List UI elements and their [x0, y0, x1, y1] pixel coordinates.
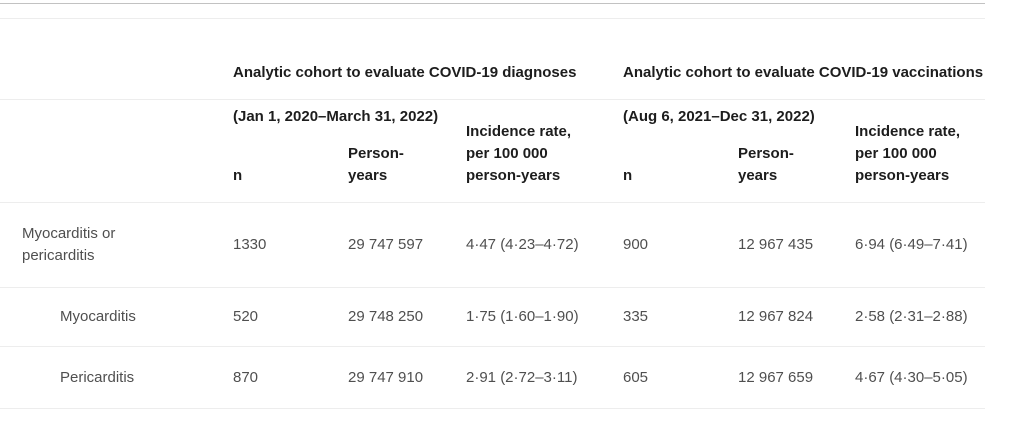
row-label-cell: Myocarditis [0, 306, 233, 328]
header-person-years-vaccinations: Person- years [738, 145, 794, 184]
cell-person-years-diagnoses: 29 747 910 [348, 368, 424, 386]
subheader-row: n Person- years Incidence rate, per 100 … [0, 100, 985, 203]
table-header-rule [0, 4, 985, 19]
cell-n-vaccinations: 605 [623, 368, 649, 386]
cell-incidence-rate-vaccinations: 4·67 (4·30–5·05) [855, 368, 968, 386]
group-dates-diagnoses: (Jan 1, 2020–March 31, 2022) [233, 108, 439, 125]
header-incidence-rate-vaccinations: Incidence rate, per 100 000 person-years [855, 123, 961, 184]
cell-incidence-rate-vaccinations: 2·58 (2·31–2·88) [855, 308, 968, 325]
table-top-rule [0, 0, 985, 4]
cell-n-diagnoses: 1330 [233, 236, 267, 253]
column-group-header-row: Analytic cohort to evaluate COVID-19 dia… [0, 19, 985, 125]
incidence-table: Analytic cohort to evaluate COVID-19 dia… [0, 0, 985, 409]
cell-person-years-vaccinations: 12 967 824 [738, 308, 814, 325]
row-label-cell: Pericarditis [0, 367, 233, 389]
header-incidence-rate-diagnoses: Incidence rate, per 100 000 person-years [466, 123, 572, 184]
group-title-vaccinations: Analytic cohort to evaluate COVID-19 vac… [623, 64, 984, 81]
cell-person-years-diagnoses: 29 748 250 [348, 308, 424, 325]
row-label: Myocarditis or pericarditis [22, 225, 116, 264]
group-title-diagnoses: Analytic cohort to evaluate COVID-19 dia… [233, 64, 577, 81]
header-person-years-diagnoses: Person- years [348, 145, 404, 184]
header-n-vaccinations: n [623, 167, 633, 184]
cell-person-years-diagnoses: 29 747 597 [348, 236, 424, 253]
cell-incidence-rate-diagnoses: 1·75 (1·60–1·90) [466, 308, 579, 325]
column-group-diagnoses: Analytic cohort to evaluate COVID-19 dia… [233, 40, 623, 150]
group-dates-vaccinations: (Aug 6, 2021–Dec 31, 2022) [623, 108, 815, 125]
group-header-spacer-cell [0, 40, 233, 150]
table-row-myocarditis-or-pericarditis: Myocarditis or pericarditis 1330 29 747 … [0, 203, 985, 288]
column-group-vaccinations: Analytic cohort to evaluate COVID-19 vac… [623, 40, 985, 150]
cell-incidence-rate-diagnoses: 2·91 (2·72–3·11) [466, 368, 578, 386]
cell-incidence-rate-vaccinations: 6·94 (6·49–7·41) [855, 236, 968, 253]
cell-incidence-rate-diagnoses: 4·47 (4·23–4·72) [466, 236, 579, 253]
cell-n-vaccinations: 900 [623, 236, 649, 253]
cell-n-diagnoses: 870 [233, 368, 259, 386]
table-row-myocarditis: Myocarditis 520 29 748 250 1·75 (1·60–1·… [0, 288, 985, 347]
cell-person-years-vaccinations: 12 967 659 [738, 368, 814, 386]
table-row-pericarditis: Pericarditis 870 29 747 910 2·91 (2·72–3… [0, 347, 985, 409]
cell-n-diagnoses: 520 [233, 308, 259, 325]
cell-n-vaccinations: 335 [623, 308, 649, 325]
row-label-cell: Myocarditis or pericarditis [0, 223, 233, 267]
row-label: Pericarditis [60, 368, 135, 386]
row-label: Myocarditis [60, 308, 136, 325]
cell-person-years-vaccinations: 12 967 435 [738, 236, 814, 253]
header-n-diagnoses: n [233, 167, 243, 184]
